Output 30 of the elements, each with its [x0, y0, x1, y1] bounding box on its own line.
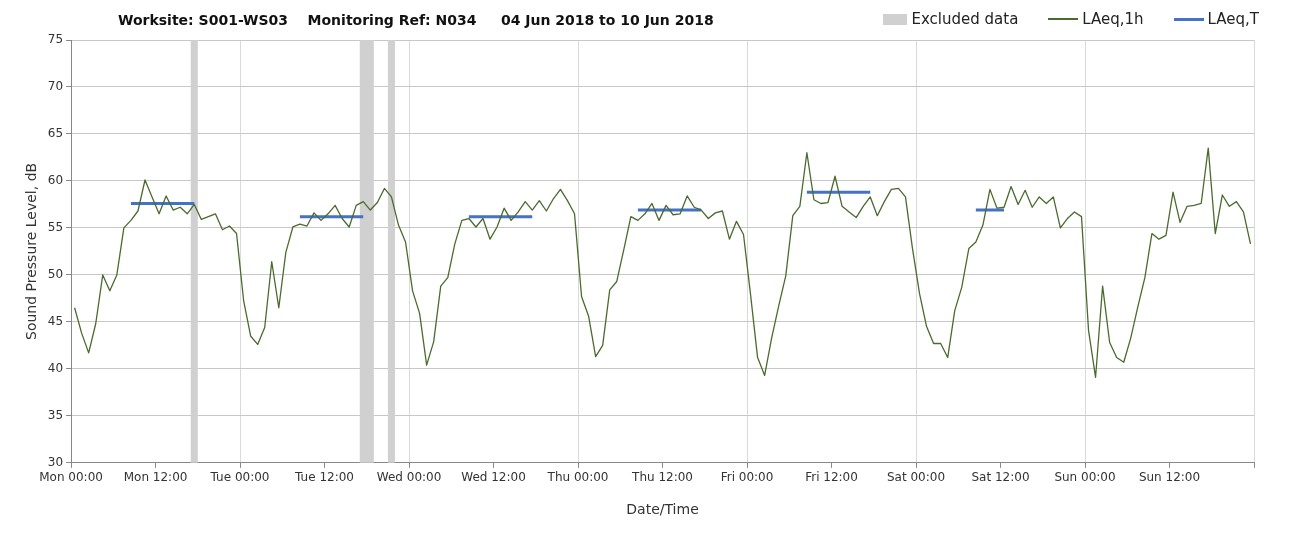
- x-tick-label: Sat 12:00: [971, 470, 1030, 485]
- x-tick-label: Sun 00:00: [1054, 470, 1116, 485]
- y-tick-label: 35: [47, 407, 64, 422]
- x-tick-label: Fri 12:00: [805, 470, 858, 485]
- x-axis-title: Date/Time: [626, 501, 699, 518]
- legend-label: LAeq,T: [1207, 10, 1259, 28]
- y-tick-label: 55: [47, 220, 64, 235]
- legend-label: Excluded data: [911, 10, 1019, 28]
- y-tick-label: 30: [47, 454, 64, 469]
- y-tick-label: 40: [47, 360, 64, 375]
- x-tick-label: Mon 00:00: [39, 470, 103, 485]
- chart-title: Worksite: S001-WS03 Monitoring Ref: N034 04 Jun 2018 to 10 Jun 2018: [118, 12, 714, 28]
- x-tick-label: Sun 12:00: [1138, 470, 1201, 485]
- x-tick-label: Fri 00:00: [720, 470, 774, 485]
- x-tick-label: Tue 00:00: [209, 470, 270, 485]
- x-tick-label: Sat 00:00: [886, 470, 946, 485]
- legend-label: LAeq,1h: [1082, 10, 1144, 28]
- x-tick-label: Thu 12:00: [631, 470, 693, 485]
- x-tick-label: Thu 00:00: [546, 470, 609, 485]
- y-tick-label: 65: [47, 126, 64, 141]
- y-tick-label: 45: [47, 313, 64, 328]
- x-tick-label: Wed 12:00: [461, 470, 526, 485]
- x-tick-label: Mon 12:00: [123, 470, 188, 485]
- y-tick-label: 50: [47, 267, 64, 282]
- y-tick-label: 75: [47, 32, 64, 47]
- x-tick-label: Wed 00:00: [376, 470, 442, 485]
- y-tick-label: 70: [47, 79, 64, 94]
- y-tick-label: 60: [47, 173, 64, 188]
- x-tick-label: Tue 12:00: [294, 470, 355, 485]
- y-axis-title: Sound Pressure Level, dB: [23, 162, 40, 340]
